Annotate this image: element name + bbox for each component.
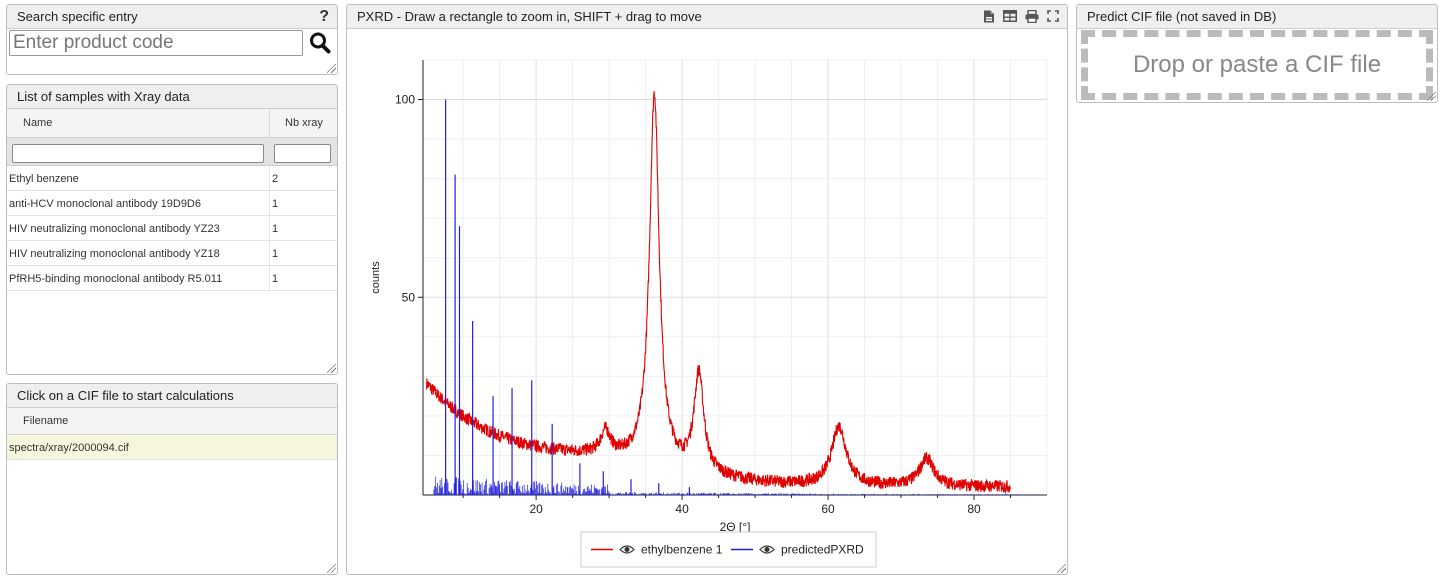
predicted-baseline-peaks (433, 476, 1032, 495)
sample-name: HIV neutralizing monoclonal antibody YZ1… (9, 248, 220, 260)
y-tick-label: 100 (395, 93, 415, 107)
sample-nb-xray: 1 (272, 248, 279, 260)
resize-handle[interactable] (327, 564, 336, 573)
nb-xray-filter-input[interactable] (274, 144, 331, 163)
table-row[interactable]: anti-HCV monoclonal antibody 19D9D6 1 (7, 191, 337, 216)
samples-panel-header: List of samples with Xray data (7, 85, 337, 109)
chart-grid (423, 59, 1048, 495)
series-line-ethylbenzene (426, 91, 1011, 495)
cif-panel-header: Click on a CIF file to start calculation… (7, 384, 337, 408)
predict-cif-panel: Predict CIF file (not saved in DB) Drop … (1076, 4, 1438, 103)
search-panel: Search specific entry ? (6, 4, 338, 75)
sample-nb-xray: 1 (272, 223, 279, 235)
sample-name: Ethyl benzene (9, 173, 79, 185)
help-icon[interactable]: ? (319, 8, 329, 25)
sample-nb-xray: 1 (272, 273, 279, 285)
chart-panel-header: PXRD - Draw a rectangle to zoom in, SHIF… (347, 5, 1067, 29)
cif-grid-header: Filename (7, 408, 337, 435)
x-tick-label: 80 (967, 502, 981, 516)
fullscreen-icon[interactable] (1047, 10, 1059, 22)
column-separator (269, 166, 270, 190)
chart-panel-title: PXRD - Draw a rectangle to zoom in, SHIF… (357, 9, 702, 24)
sample-name: PfRH5-binding monoclonal antibody R5.011 (9, 273, 223, 285)
x-tick-label: 60 (821, 502, 835, 516)
sample-nb-xray: 2 (272, 173, 279, 185)
pxrd-chart-panel: PXRD - Draw a rectangle to zoom in, SHIF… (346, 4, 1068, 575)
column-header-nb-xray[interactable]: Nb xray (285, 117, 323, 129)
search-icon[interactable] (307, 30, 333, 56)
chart-legend: ethylbenzene 1 predictedPXRD (580, 531, 877, 568)
resize-handle[interactable] (1057, 564, 1066, 573)
resize-handle[interactable] (1427, 92, 1436, 101)
table-row[interactable]: PfRH5-binding monoclonal antibody R5.011… (7, 266, 337, 291)
samples-grid-header: Name Nb xray (7, 109, 337, 138)
column-separator (269, 191, 270, 215)
predict-panel-title: Predict CIF file (not saved in DB) (1087, 9, 1277, 24)
column-header-name[interactable]: Name (23, 117, 53, 129)
x-tick-label: 40 (675, 502, 689, 516)
predict-panel-header: Predict CIF file (not saved in DB) (1077, 5, 1437, 29)
column-header-filename[interactable]: Filename (23, 415, 69, 427)
export-icon[interactable] (983, 10, 995, 23)
samples-panel: List of samples with Xray data Name Nb x… (6, 84, 338, 375)
samples-panel-title: List of samples with Xray data (17, 89, 190, 104)
resize-handle[interactable] (327, 64, 336, 73)
table-icon[interactable] (1003, 10, 1017, 22)
column-separator (269, 241, 270, 265)
dropzone-label: Drop or paste a CIF file (1132, 51, 1382, 78)
y-tick-label: 50 (402, 290, 416, 304)
cif-dropzone[interactable]: Drop or paste a CIF file (1081, 30, 1433, 100)
eye-icon (759, 545, 775, 554)
product-code-input[interactable] (9, 30, 303, 56)
pxrd-chart[interactable]: 20 40 60 80 50 100 2Θ [°] counts ethylbenzene… (347, 30, 1067, 574)
column-separator (269, 216, 270, 240)
legend-label: predictedPXRD (781, 543, 864, 557)
table-row[interactable]: Ethyl benzene 2 (7, 166, 337, 191)
name-filter-input[interactable] (12, 144, 264, 163)
sample-nb-xray: 1 (272, 198, 279, 210)
filter-row (7, 138, 337, 166)
eye-icon (619, 545, 635, 554)
cif-filename: spectra/xray/2000094.cif (9, 442, 129, 454)
x-tick-label: 20 (529, 502, 543, 516)
cif-files-panel: Click on a CIF file to start calculation… (6, 383, 338, 575)
sample-name: anti-HCV monoclonal antibody 19D9D6 (9, 198, 201, 210)
chart-series (426, 91, 1032, 495)
y-axis-label: counts (370, 261, 382, 294)
table-row[interactable]: spectra/xray/2000094.cif (7, 435, 337, 460)
column-separator (269, 109, 270, 138)
column-separator (269, 266, 270, 290)
table-row[interactable]: HIV neutralizing monoclonal antibody YZ2… (7, 216, 337, 241)
sample-list: Ethyl benzene 2 anti-HCV monoclonal anti… (7, 166, 337, 291)
search-panel-header: Search specific entry ? (7, 5, 337, 29)
table-row[interactable]: HIV neutralizing monoclonal antibody YZ1… (7, 241, 337, 266)
search-panel-title: Search specific entry (17, 9, 138, 24)
resize-handle[interactable] (327, 364, 336, 373)
x-axis-label: 2Θ [°] (720, 520, 751, 534)
cif-panel-title: Click on a CIF file to start calculation… (17, 388, 234, 403)
print-icon[interactable] (1025, 10, 1039, 23)
legend-label: ethylbenzene 1 (641, 543, 723, 557)
sample-name: HIV neutralizing monoclonal antibody YZ2… (9, 223, 220, 235)
